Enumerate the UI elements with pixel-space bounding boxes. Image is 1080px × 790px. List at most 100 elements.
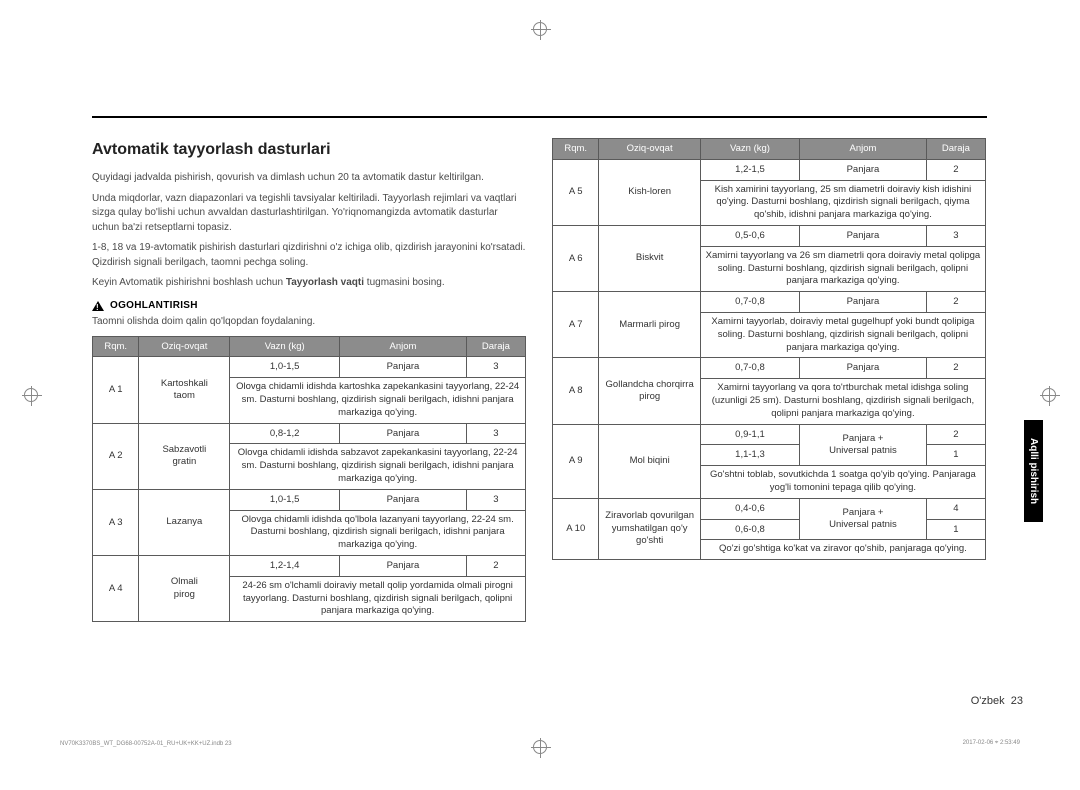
cell-weight: 1,0-1,5 (230, 357, 340, 378)
table-row: A 7Marmarli pirog0,7-0,8Panjara2 (553, 292, 986, 313)
table-header-row: Rqm. Oziq-ovqat Vazn (kg) Anjom Daraja (93, 336, 526, 357)
cell-rqm: A 2 (93, 423, 139, 489)
page-number: O'zbek 23 (971, 695, 1023, 707)
cell-level: 2 (926, 424, 985, 445)
footer-right: 2017-02-06 ⌖ 2:53:49 (963, 740, 1020, 747)
cell-level: 2 (926, 358, 985, 379)
cell-item: Panjara (800, 292, 927, 313)
cell-level: 3 (926, 225, 985, 246)
cell-item: Panjara +Universal patnis (800, 424, 927, 466)
cell-item: Panjara (800, 225, 927, 246)
intro-para-4: Keyin Avtomatik pishirishni boshlash uch… (92, 276, 526, 291)
intro-para-3: 1-8, 18 va 19-avtomatik pishirish dastur… (92, 241, 526, 270)
warning-row: OGOHLANTIRISH (92, 299, 526, 314)
table-header-row: Rqm. Oziq-ovqat Vazn (kg) Anjom Daraja (553, 139, 986, 160)
cell-item: Panjara (800, 159, 927, 180)
col-item: Anjom (800, 139, 927, 160)
cell-instruction: Olovga chidamli idishda sabzavot zapekan… (230, 444, 526, 489)
programs-table-left: Rqm. Oziq-ovqat Vazn (kg) Anjom Daraja A… (92, 336, 526, 623)
cell-food: Marmarli pirog (599, 292, 700, 358)
table-row: A 3Lazanya1,0-1,5Panjara3 (93, 489, 526, 510)
col-food: Oziq-ovqat (599, 139, 700, 160)
cell-weight: 0,7-0,8 (700, 358, 799, 379)
cell-rqm: A 1 (93, 357, 139, 423)
cell-rqm: A 8 (553, 358, 599, 424)
side-tab: Aqlli pishirish (1024, 420, 1043, 522)
cell-level: 2 (926, 292, 985, 313)
col-item: Anjom (340, 336, 467, 357)
warning-text: Taomni olishda doim qalin qo'lqopdan foy… (92, 315, 526, 330)
cell-food: Lazanya (139, 489, 230, 555)
cell-weight: 0,9-1,1 (700, 424, 799, 445)
col-weight: Vazn (kg) (230, 336, 340, 357)
cell-instruction: 24-26 sm o'lchamli doiraviy metall qolip… (230, 576, 526, 621)
cell-item: Panjara (800, 358, 927, 379)
table-row: A 4Olmalipirog1,2-1,4Panjara2 (93, 556, 526, 577)
cell-rqm: A 9 (553, 424, 599, 498)
cell-food: Mol biqini (599, 424, 700, 498)
cell-level: 1 (926, 519, 985, 540)
warning-icon (92, 301, 104, 311)
cell-food: Sabzavotligratin (139, 423, 230, 489)
table-row: A 5Kish-loren1,2-1,5Panjara2 (553, 159, 986, 180)
registration-mark-icon (533, 22, 547, 36)
cell-instruction: Olovga chidamli idishda kartoshka zapeka… (230, 378, 526, 423)
cell-weight: 0,7-0,8 (700, 292, 799, 313)
col-rqm: Rqm. (93, 336, 139, 357)
cell-level: 3 (466, 423, 525, 444)
cell-weight: 1,2-1,4 (230, 556, 340, 577)
cell-food: Kish-loren (599, 159, 700, 225)
cell-level: 4 (926, 498, 985, 519)
cell-food: Olmalipirog (139, 556, 230, 622)
col-level: Daraja (926, 139, 985, 160)
registration-mark-icon (1042, 388, 1056, 402)
cell-rqm: A 5 (553, 159, 599, 225)
cell-item: Panjara (340, 357, 467, 378)
cell-weight: 1,1-1,3 (700, 445, 799, 466)
cell-item: Panjara (340, 556, 467, 577)
cell-level: 3 (466, 357, 525, 378)
right-column: Rqm. Oziq-ovqat Vazn (kg) Anjom Daraja A… (552, 138, 986, 622)
cell-rqm: A 4 (93, 556, 139, 622)
col-rqm: Rqm. (553, 139, 599, 160)
cell-rqm: A 3 (93, 489, 139, 555)
cell-food: Biskvit (599, 225, 700, 291)
programs-table-right: Rqm. Oziq-ovqat Vazn (kg) Anjom Daraja A… (552, 138, 986, 560)
cell-food: Ziravorlab qovurilgan yumshatilgan qo'y … (599, 498, 700, 559)
cell-instruction: Xamirni tayyorlab, doiraviy metal gugelh… (700, 312, 985, 357)
cell-weight: 1,2-1,5 (700, 159, 799, 180)
intro-para-1: Quyidagi jadvalda pishirish, qovurish va… (92, 171, 526, 186)
table-row: A 1Kartoshkalitaom1,0-1,5Panjara3 (93, 357, 526, 378)
cell-food: Gollandcha chorqirra pirog (599, 358, 700, 424)
page-content: Avtomatik tayyorlash dasturlari Quyidagi… (92, 116, 987, 622)
cell-weight: 0,5-0,6 (700, 225, 799, 246)
table-row: A 9Mol biqini0,9-1,1Panjara +Universal p… (553, 424, 986, 445)
cell-rqm: A 10 (553, 498, 599, 559)
cell-instruction: Kish xamirini tayyorlang, 25 sm diametrl… (700, 180, 985, 225)
intro-para-2: Unda miqdorlar, vazn diapazonlari va teg… (92, 192, 526, 236)
table-row: A 10Ziravorlab qovurilgan yumshatilgan q… (553, 498, 986, 519)
cell-level: 3 (466, 489, 525, 510)
registration-mark-icon (24, 388, 38, 402)
cell-weight: 0,8-1,2 (230, 423, 340, 444)
cell-instruction: Go'shtni toblab, sovutkichda 1 soatga qo… (700, 466, 985, 499)
cell-rqm: A 7 (553, 292, 599, 358)
cell-item: Panjara +Universal patnis (800, 498, 927, 540)
cell-instruction: Olovga chidamli idishda qo'lbola lazanya… (230, 510, 526, 555)
cell-item: Panjara (340, 423, 467, 444)
cell-instruction: Qo'zi go'shtiga ko'kat va ziravor qo'shi… (700, 540, 985, 560)
cell-level: 1 (926, 445, 985, 466)
col-weight: Vazn (kg) (700, 139, 799, 160)
cell-instruction: Xamirni tayyorlang va 26 sm diametrli qo… (700, 246, 985, 291)
table-row: A 6Biskvit0,5-0,6Panjara3 (553, 225, 986, 246)
col-food: Oziq-ovqat (139, 336, 230, 357)
warning-label: OGOHLANTIRISH (110, 299, 198, 314)
footer-left: NV70K3370BS_WT_DG68-00752A-01_RU+UK+KK+U… (60, 741, 232, 747)
table-row: A 2Sabzavotligratin0,8-1,2Panjara3 (93, 423, 526, 444)
cell-food: Kartoshkalitaom (139, 357, 230, 423)
cell-item: Panjara (340, 489, 467, 510)
table-row: A 8Gollandcha chorqirra pirog0,7-0,8Panj… (553, 358, 986, 379)
registration-mark-icon (533, 740, 547, 754)
cell-weight: 1,0-1,5 (230, 489, 340, 510)
cell-weight: 0,6-0,8 (700, 519, 799, 540)
